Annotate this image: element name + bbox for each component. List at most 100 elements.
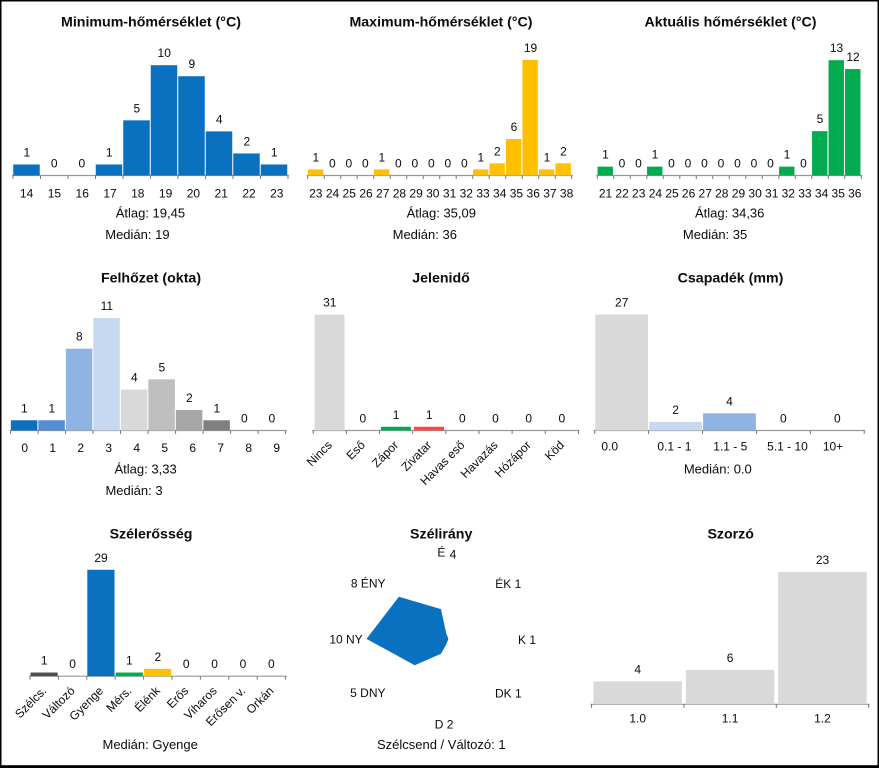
svg-text:0: 0 — [492, 412, 499, 426]
svg-text:1: 1 — [602, 148, 609, 162]
svg-text:Medián: 3: Medián: 3 — [105, 483, 162, 498]
svg-text:0: 0 — [51, 157, 58, 171]
svg-text:0: 0 — [780, 412, 787, 426]
svg-text:Szélerősség: Szélerősség — [110, 526, 193, 542]
svg-text:0: 0 — [360, 412, 367, 426]
svg-text:0: 0 — [701, 157, 708, 171]
svg-text:31: 31 — [765, 187, 779, 201]
svg-text:1: 1 — [106, 146, 113, 160]
svg-text:Szorzó: Szorzó — [707, 526, 754, 542]
svg-text:0: 0 — [525, 412, 532, 426]
svg-text:10+: 10+ — [823, 440, 843, 454]
svg-text:12: 12 — [846, 50, 860, 64]
svg-text:13: 13 — [830, 41, 844, 55]
svg-text:5 DNY: 5 DNY — [350, 686, 385, 700]
svg-text:Medián: 35: Medián: 35 — [683, 227, 747, 242]
svg-text:Aktuális hőmérséklet (°C): Aktuális hőmérséklet (°C) — [644, 15, 816, 31]
svg-text:8 ÉNY: 8 ÉNY — [351, 576, 386, 591]
svg-text:16: 16 — [76, 187, 90, 201]
svg-text:0: 0 — [241, 412, 248, 426]
svg-text:D 2: D 2 — [435, 718, 454, 732]
svg-text:29: 29 — [94, 551, 108, 565]
svg-text:10 NY: 10 NY — [329, 632, 362, 646]
svg-text:Zápor: Zápor — [369, 438, 401, 470]
svg-text:0: 0 — [69, 657, 76, 671]
svg-text:Eső: Eső — [343, 438, 368, 463]
svg-text:32: 32 — [460, 187, 474, 201]
svg-text:19: 19 — [159, 187, 173, 201]
svg-text:1: 1 — [49, 441, 56, 455]
svg-text:37: 37 — [543, 187, 557, 201]
svg-text:0: 0 — [834, 412, 841, 426]
svg-text:30: 30 — [426, 187, 440, 201]
svg-text:Átlag: 34,36: Átlag: 34,36 — [695, 206, 764, 221]
svg-text:15: 15 — [48, 187, 62, 201]
svg-text:21: 21 — [215, 187, 229, 201]
svg-text:33: 33 — [476, 187, 490, 201]
svg-text:0: 0 — [635, 157, 642, 171]
svg-text:0.1 - 1: 0.1 - 1 — [657, 440, 691, 454]
svg-text:Csapadék (mm): Csapadék (mm) — [678, 271, 784, 287]
svg-text:0: 0 — [211, 657, 218, 671]
svg-text:0: 0 — [269, 412, 276, 426]
svg-text:4: 4 — [726, 394, 733, 408]
svg-text:9: 9 — [273, 441, 280, 455]
svg-text:19: 19 — [524, 41, 538, 55]
svg-text:28: 28 — [393, 187, 407, 201]
svg-text:28: 28 — [715, 187, 729, 201]
svg-text:0: 0 — [21, 441, 28, 455]
svg-text:14: 14 — [20, 187, 34, 201]
svg-text:1: 1 — [313, 150, 320, 164]
svg-text:0: 0 — [412, 157, 419, 171]
svg-text:Szélcsend / Változó: 1: Szélcsend / Változó: 1 — [377, 737, 506, 752]
svg-text:0: 0 — [800, 157, 807, 171]
svg-text:0: 0 — [183, 657, 190, 671]
svg-text:1: 1 — [21, 401, 28, 415]
svg-text:20: 20 — [187, 187, 201, 201]
svg-text:1: 1 — [41, 654, 48, 668]
svg-text:3: 3 — [105, 441, 112, 455]
svg-text:Hózápor: Hózápor — [492, 438, 534, 480]
svg-text:Felhőzet (okta): Felhőzet (okta) — [101, 271, 201, 287]
svg-text:0: 0 — [558, 412, 565, 426]
svg-text:1: 1 — [23, 146, 30, 160]
svg-text:0: 0 — [428, 157, 435, 171]
svg-text:6: 6 — [189, 441, 196, 455]
svg-text:27: 27 — [376, 187, 390, 201]
svg-text:4: 4 — [216, 112, 223, 126]
svg-text:Orkán: Orkán — [244, 684, 277, 717]
svg-text:8: 8 — [245, 441, 252, 455]
svg-text:23: 23 — [270, 187, 284, 201]
svg-text:35: 35 — [832, 187, 846, 201]
svg-text:33: 33 — [798, 187, 812, 201]
svg-text:Medián: Gyenge: Medián: Gyenge — [102, 737, 197, 752]
svg-text:0.0: 0.0 — [601, 440, 618, 454]
svg-text:1.2: 1.2 — [814, 712, 831, 726]
svg-text:1: 1 — [49, 401, 56, 415]
svg-text:Medián: 19: Medián: 19 — [105, 227, 169, 242]
svg-text:1: 1 — [379, 150, 386, 164]
svg-text:1: 1 — [784, 148, 791, 162]
svg-text:K 1: K 1 — [518, 633, 536, 647]
svg-text:0: 0 — [329, 157, 336, 171]
svg-text:26: 26 — [682, 187, 696, 201]
svg-text:Jelenidő: Jelenidő — [412, 271, 470, 287]
svg-text:Medián: 36: Medián: 36 — [393, 227, 457, 242]
svg-text:2: 2 — [243, 134, 250, 148]
svg-text:2: 2 — [494, 144, 501, 158]
svg-text:4: 4 — [133, 441, 140, 455]
svg-text:31: 31 — [443, 187, 457, 201]
svg-text:4: 4 — [131, 371, 138, 385]
svg-text:Maximum-hőmérséklet (°C): Maximum-hőmérséklet (°C) — [349, 15, 532, 31]
svg-text:7: 7 — [217, 441, 224, 455]
svg-text:1: 1 — [213, 401, 220, 415]
svg-text:Mérs.: Mérs. — [103, 684, 134, 715]
svg-text:0: 0 — [268, 657, 275, 671]
svg-text:5: 5 — [817, 112, 824, 126]
svg-text:0: 0 — [461, 157, 468, 171]
svg-text:29: 29 — [732, 187, 746, 201]
svg-text:1: 1 — [652, 148, 659, 162]
svg-text:0: 0 — [445, 157, 452, 171]
svg-text:26: 26 — [359, 187, 373, 201]
svg-text:2: 2 — [154, 650, 161, 664]
